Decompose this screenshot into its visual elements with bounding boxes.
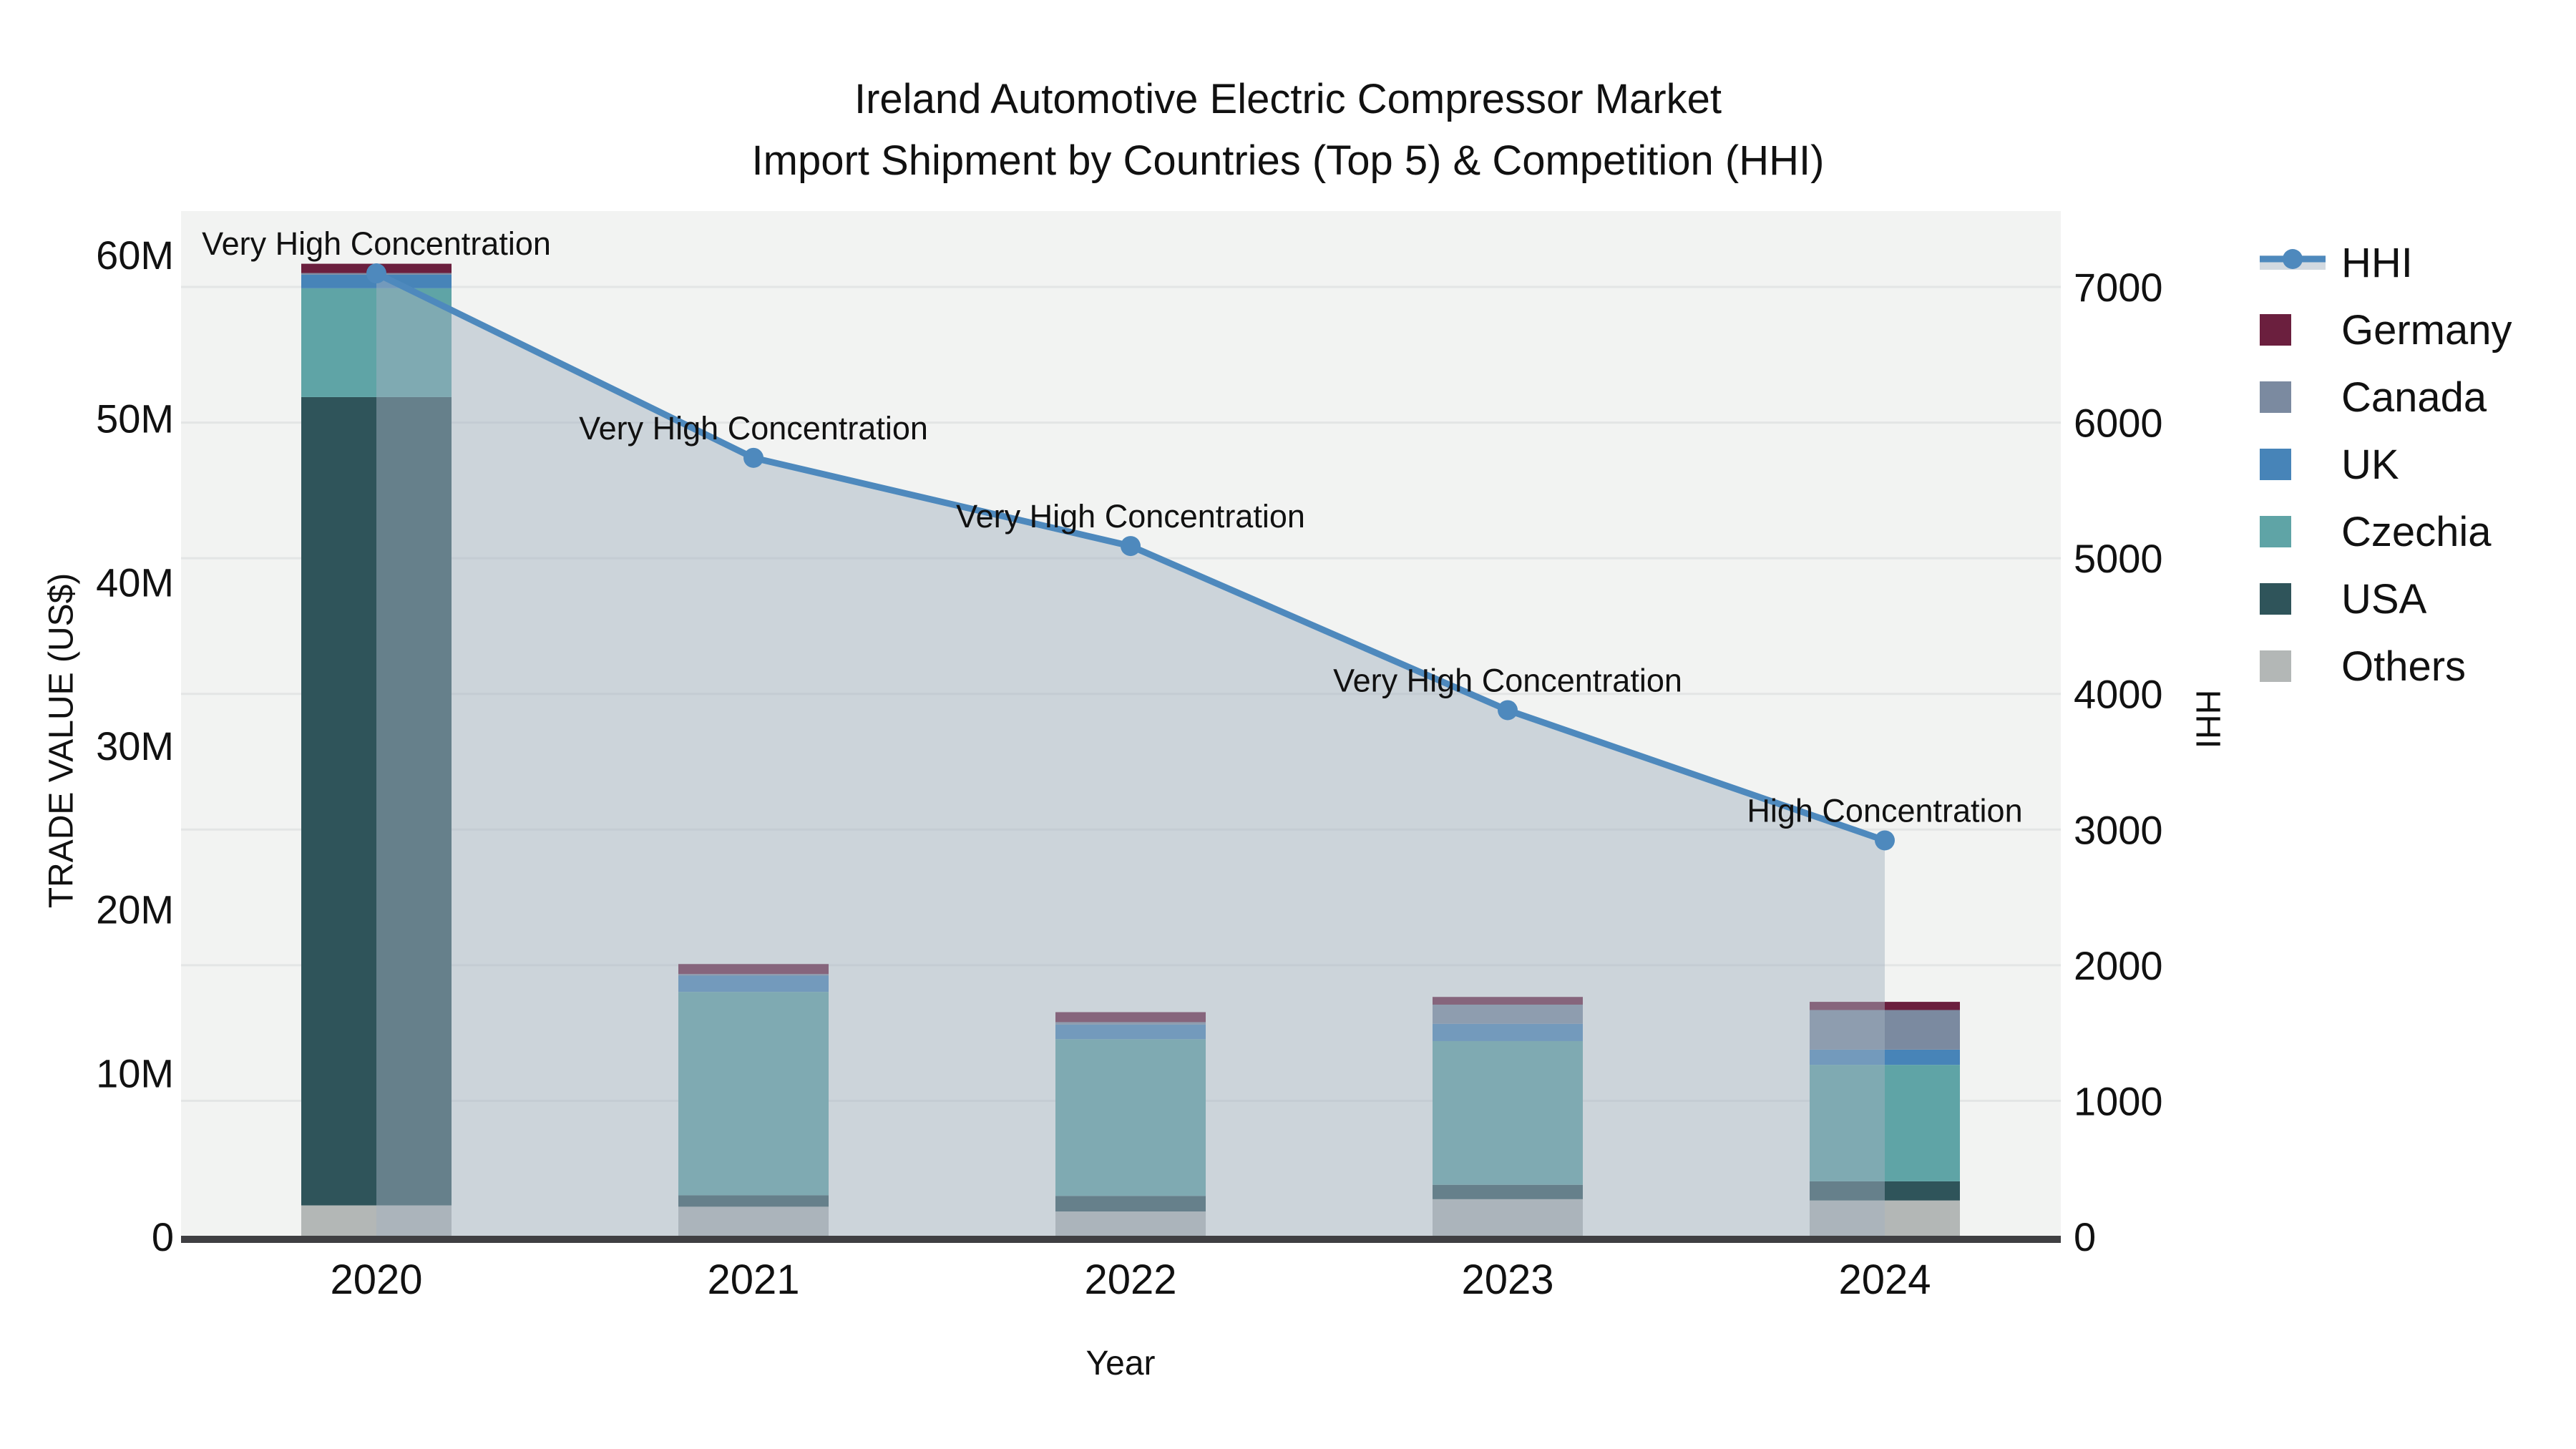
hhi-point-2022[interactable] xyxy=(1121,536,1141,557)
bar-segment-uk-2023[interactable] xyxy=(1433,1023,1583,1041)
y-left-tick-label: 50M xyxy=(96,396,174,441)
chart-title-line1: Ireland Automotive Electric Compressor M… xyxy=(854,76,1722,122)
legend-label: Others xyxy=(2341,643,2467,690)
y-right-tick-label: 2000 xyxy=(2074,943,2163,988)
y-right-tick-label: 3000 xyxy=(2074,807,2163,852)
y-right-tick-label: 4000 xyxy=(2074,672,2163,717)
bar-segment-czechia-2022[interactable] xyxy=(1055,1039,1206,1196)
x-tick-label-2020: 2020 xyxy=(330,1257,422,1303)
bar-segment-others-2020[interactable] xyxy=(301,1205,452,1236)
legend-item-usa[interactable]: USA xyxy=(2260,565,2512,633)
y-right-tick-label: 5000 xyxy=(2074,536,2163,581)
x-tick-label-2022: 2022 xyxy=(1084,1257,1176,1303)
y-left-tick-label: 30M xyxy=(96,723,174,769)
y-axis-title-right: HHI xyxy=(2188,689,2227,749)
y-left-tick-label: 10M xyxy=(96,1050,174,1096)
annotation-label: Very High Concentration xyxy=(579,410,928,447)
bar-segment-usa-2023[interactable] xyxy=(1433,1184,1583,1199)
hhi-area-fill xyxy=(376,273,1885,1236)
y-left-tick-label: 0 xyxy=(152,1214,174,1259)
bar-segment-others-2024[interactable] xyxy=(1810,1200,1960,1236)
bar-segment-germany-2023[interactable] xyxy=(1433,997,1583,1005)
hhi-point-2020[interactable] xyxy=(366,263,386,284)
chart-title-line2: Import Shipment by Countries (Top 5) & C… xyxy=(751,137,1825,184)
legend-item-czechia[interactable]: Czechia xyxy=(2260,498,2512,565)
bar-segment-uk-2021[interactable] xyxy=(678,975,829,992)
hhi-point-2024[interactable] xyxy=(1875,830,1895,851)
legend-label: Czechia xyxy=(2341,508,2492,555)
legend-label: UK xyxy=(2341,441,2399,488)
chart-title: Ireland Automotive Electric Compressor M… xyxy=(0,69,2576,192)
legend-label: USA xyxy=(2341,575,2427,623)
bar-segment-canada-2023[interactable] xyxy=(1433,1004,1583,1024)
bar-segment-uk-2022[interactable] xyxy=(1055,1024,1206,1040)
legend-item-canada[interactable]: Canada xyxy=(2260,364,2512,431)
x-tick-label-2024: 2024 xyxy=(1838,1257,1931,1303)
bar-segment-czechia-2024[interactable] xyxy=(1810,1065,1960,1181)
annotation-label: Very High Concentration xyxy=(1333,662,1682,698)
bar-segment-czechia-2020[interactable] xyxy=(301,288,452,397)
x-axis-title: Year xyxy=(1085,1345,1156,1382)
bar-segment-usa-2021[interactable] xyxy=(678,1195,829,1207)
hhi-point-2023[interactable] xyxy=(1498,700,1518,721)
bar-segment-germany-2021[interactable] xyxy=(678,964,829,975)
usa-color-swatch-icon xyxy=(2260,583,2326,615)
legend-item-germany[interactable]: Germany xyxy=(2260,296,2512,364)
czechia-color-swatch-icon xyxy=(2260,516,2326,547)
x-tick-label-2023: 2023 xyxy=(1461,1257,1553,1303)
annotation-label: High Concentration xyxy=(1747,792,2022,829)
y-left-tick-label: 40M xyxy=(96,560,174,605)
legend-label: HHI xyxy=(2341,239,2413,286)
bar-segment-germany-2022[interactable] xyxy=(1055,1012,1206,1023)
y-right-tick-label: 1000 xyxy=(2074,1078,2163,1123)
hhi-line-legend-icon xyxy=(2260,247,2326,278)
bar-segment-canada-2022[interactable] xyxy=(1055,1022,1206,1025)
bar-segment-others-2022[interactable] xyxy=(1055,1211,1206,1236)
others-color-swatch-icon xyxy=(2260,650,2326,682)
legend-item-others[interactable]: Others xyxy=(2260,633,2512,700)
bar-segment-canada-2021[interactable] xyxy=(678,974,829,976)
y-left-tick-label: 20M xyxy=(96,887,174,932)
y-left-tick-label: 60M xyxy=(96,233,174,278)
legend-label: Germany xyxy=(2341,306,2512,353)
bar-segment-czechia-2021[interactable] xyxy=(678,992,829,1196)
y-axis-title-left: TRADE VALUE (US$) xyxy=(42,572,81,909)
annotation-label: Very High Concentration xyxy=(956,498,1305,535)
y-right-tick-label: 6000 xyxy=(2074,401,2163,446)
germany-color-swatch-icon xyxy=(2260,314,2326,346)
bar-segment-others-2023[interactable] xyxy=(1433,1199,1583,1236)
y-right-tick-label: 0 xyxy=(2074,1214,2096,1259)
bar-segment-usa-2022[interactable] xyxy=(1055,1196,1206,1212)
legend-label: Canada xyxy=(2341,374,2487,421)
annotation-label: Very High Concentration xyxy=(202,225,551,262)
bar-segment-czechia-2023[interactable] xyxy=(1433,1040,1583,1185)
legend-item-hhi[interactable]: HHI xyxy=(2260,229,2512,296)
bar-segment-canada-2024[interactable] xyxy=(1810,1010,1960,1050)
y-right-tick-label: 7000 xyxy=(2074,265,2163,310)
hhi-point-2021[interactable] xyxy=(743,447,763,468)
bar-segment-usa-2024[interactable] xyxy=(1810,1181,1960,1201)
uk-color-swatch-icon xyxy=(2260,449,2326,480)
legend: HHI Germany Canada UK Czechia USA Others xyxy=(2260,229,2512,700)
bar-segment-usa-2020[interactable] xyxy=(301,396,452,1206)
bar-segment-germany-2024[interactable] xyxy=(1810,1002,1960,1010)
x-tick-label-2021: 2021 xyxy=(707,1257,799,1303)
bar-segment-others-2021[interactable] xyxy=(678,1206,829,1236)
legend-item-uk[interactable]: UK xyxy=(2260,431,2512,498)
canada-color-swatch-icon xyxy=(2260,381,2326,413)
bar-segment-uk-2024[interactable] xyxy=(1810,1049,1960,1065)
